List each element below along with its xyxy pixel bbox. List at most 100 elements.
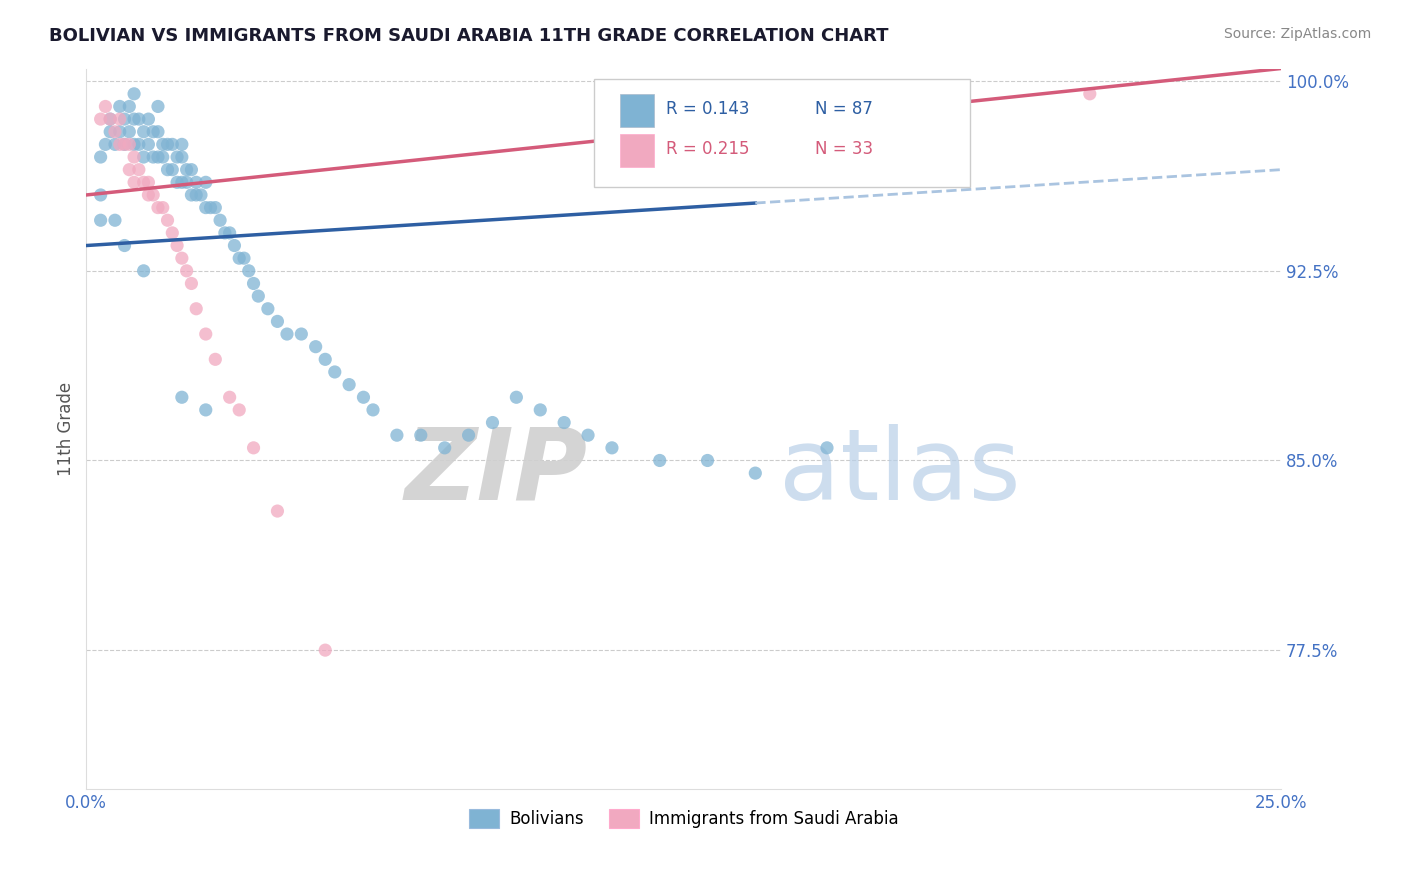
Text: ZIP: ZIP	[405, 424, 588, 521]
Point	[337, 377, 360, 392]
Point	[132, 125, 155, 139]
Point	[266, 314, 288, 328]
Point	[90, 112, 112, 127]
Point	[104, 125, 127, 139]
Point	[166, 175, 188, 189]
Point	[138, 137, 160, 152]
Point	[122, 112, 145, 127]
Point	[529, 403, 551, 417]
Point	[98, 112, 121, 127]
Point	[194, 403, 217, 417]
Point	[156, 137, 179, 152]
Point	[162, 162, 184, 177]
Point	[194, 326, 217, 341]
Point	[218, 390, 240, 404]
Point	[132, 175, 155, 189]
Point	[242, 277, 264, 291]
Point	[90, 150, 112, 164]
Point	[200, 201, 222, 215]
Point	[648, 453, 671, 467]
Point	[146, 125, 169, 139]
Point	[94, 99, 117, 113]
Point	[224, 238, 246, 252]
Point	[142, 125, 165, 139]
Text: BOLIVIAN VS IMMIGRANTS FROM SAUDI ARABIA 11TH GRADE CORRELATION CHART: BOLIVIAN VS IMMIGRANTS FROM SAUDI ARABIA…	[49, 27, 889, 45]
Point	[257, 301, 280, 316]
Point	[156, 213, 179, 227]
Point	[209, 213, 232, 227]
Point	[228, 251, 250, 265]
Point	[190, 188, 212, 202]
Point	[108, 99, 131, 113]
Point	[266, 504, 288, 518]
Point	[118, 137, 141, 152]
Bar	[620, 95, 654, 127]
Point	[146, 99, 169, 113]
Point	[553, 416, 575, 430]
Point	[170, 150, 193, 164]
Point	[481, 416, 503, 430]
Point	[815, 441, 838, 455]
Point	[98, 112, 121, 127]
Text: R = 0.143: R = 0.143	[665, 100, 749, 118]
Point	[118, 99, 141, 113]
Point	[238, 264, 260, 278]
Point	[118, 125, 141, 139]
Point	[170, 137, 193, 152]
Point	[194, 201, 217, 215]
Legend: Bolivians, Immigrants from Saudi Arabia: Bolivians, Immigrants from Saudi Arabia	[463, 803, 905, 835]
Point	[505, 390, 527, 404]
Point	[186, 301, 208, 316]
Point	[166, 238, 188, 252]
Point	[138, 112, 160, 127]
Point	[218, 226, 240, 240]
Point	[138, 188, 160, 202]
Point	[305, 340, 328, 354]
Point	[104, 213, 127, 227]
Point	[170, 390, 193, 404]
Point	[744, 466, 766, 480]
Point	[170, 251, 193, 265]
Point	[290, 326, 312, 341]
Point	[194, 175, 217, 189]
Point	[385, 428, 408, 442]
Point	[142, 188, 165, 202]
Point	[98, 125, 121, 139]
Text: N = 87: N = 87	[815, 100, 873, 118]
Point	[314, 643, 336, 657]
Point	[152, 137, 174, 152]
Text: atlas: atlas	[779, 424, 1021, 521]
Point	[186, 175, 208, 189]
Point	[118, 162, 141, 177]
Point	[457, 428, 479, 442]
Point	[242, 441, 264, 455]
Point	[176, 162, 198, 177]
Point	[170, 175, 193, 189]
Point	[108, 112, 131, 127]
Point	[696, 453, 718, 467]
Point	[176, 175, 198, 189]
Point	[108, 125, 131, 139]
Point	[204, 201, 226, 215]
Point	[228, 403, 250, 417]
Point	[94, 137, 117, 152]
Point	[576, 428, 599, 442]
Point	[152, 201, 174, 215]
Point	[156, 162, 179, 177]
Point	[353, 390, 375, 404]
Point	[152, 150, 174, 164]
Point	[122, 87, 145, 101]
Point	[204, 352, 226, 367]
Point	[180, 277, 202, 291]
Bar	[620, 134, 654, 167]
Point	[128, 162, 150, 177]
Point	[122, 175, 145, 189]
Point	[146, 150, 169, 164]
Point	[90, 188, 112, 202]
Point	[132, 264, 155, 278]
Point	[180, 162, 202, 177]
FancyBboxPatch shape	[593, 79, 970, 187]
Point	[122, 137, 145, 152]
Text: N = 33: N = 33	[815, 139, 873, 158]
Point	[114, 137, 136, 152]
